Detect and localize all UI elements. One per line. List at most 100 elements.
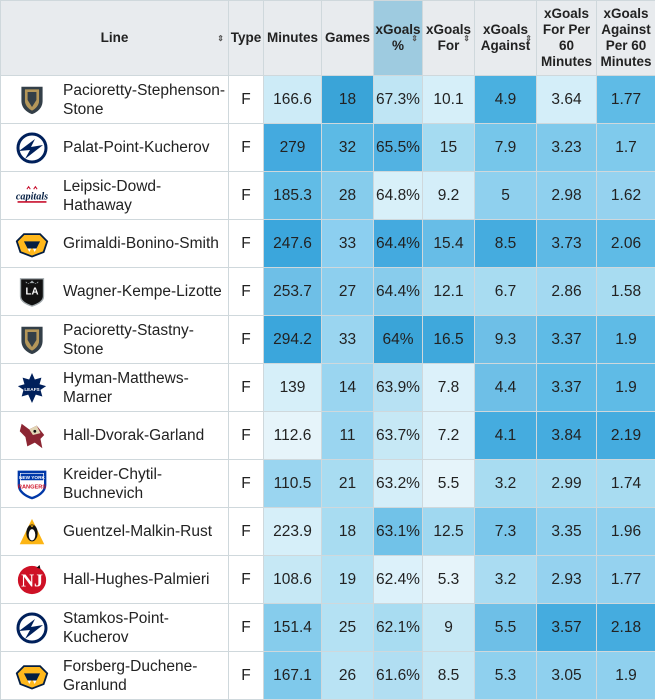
line-name: Hall-Hughes-Palmieri (63, 570, 209, 589)
minutes-cell: 166.6 (264, 76, 322, 124)
header-row: Line⇕ Type Minutes Games xGoals %⇕ xGoal… (1, 1, 655, 76)
games-cell: 28 (322, 172, 374, 220)
xg-pct-cell: 64.4% (374, 268, 423, 316)
col-header-xgoals-against-per60[interactable]: xGoals Against Per 60 Minutes (597, 1, 655, 76)
games-cell: 27 (322, 268, 374, 316)
line-cell: Palat-Point-Kucherov (1, 124, 229, 172)
xg-for60-cell: 2.93 (537, 556, 597, 604)
line-name: Guentzel-Malkin-Rust (63, 522, 212, 541)
xg-for-cell: 9.2 (423, 172, 475, 220)
xg-against-cell: 4.4 (475, 364, 537, 412)
games-cell: 26 (322, 652, 374, 700)
svg-text:LEAFS: LEAFS (24, 386, 39, 391)
xg-pct-cell: 64% (374, 316, 423, 364)
xg-for60-cell: 2.98 (537, 172, 597, 220)
arizona-coyotes-logo (15, 419, 49, 453)
xg-pct-cell: 64.8% (374, 172, 423, 220)
xg-pct-cell: 64.4% (374, 220, 423, 268)
xg-for-cell: 8.5 (423, 652, 475, 700)
minutes-cell: 185.3 (264, 172, 322, 220)
xg-for60-cell: 3.23 (537, 124, 597, 172)
xg-for60-cell: 3.37 (537, 316, 597, 364)
games-cell: 33 (322, 220, 374, 268)
line-cell: Stamkos-Point-Kucherov (1, 604, 229, 652)
xg-pct-cell: 63.1% (374, 508, 423, 556)
line-name: Pacioretty-Stastny-Stone (63, 321, 228, 359)
sort-icon[interactable]: ⇕ (525, 31, 532, 47)
col-header-type[interactable]: Type (229, 1, 264, 76)
col-header-games[interactable]: Games (322, 1, 374, 76)
line-cell: Guentzel-Malkin-Rust (1, 508, 229, 556)
minutes-cell: 167.1 (264, 652, 322, 700)
col-header-xgoals-against[interactable]: xGoals Against⇕ (475, 1, 537, 76)
minutes-cell: 253.7 (264, 268, 322, 316)
line-cell: Hall-Dvorak-Garland (1, 412, 229, 460)
xg-against60-cell: 1.77 (597, 76, 655, 124)
table-row: NEW YORK RANGERS Kreider-Chytil-Buchnevich… (1, 460, 655, 508)
col-header-xgoals-for-per60[interactable]: xGoals For Per 60 Minutes (537, 1, 597, 76)
type-cell: F (229, 412, 264, 460)
xg-against-cell: 5.5 (475, 604, 537, 652)
sort-icon[interactable]: ⇕ (217, 31, 224, 47)
type-cell: F (229, 76, 264, 124)
xg-for-cell: 9 (423, 604, 475, 652)
line-cell: NEW YORK RANGERS Kreider-Chytil-Buchnevich (1, 460, 229, 508)
xg-against60-cell: 1.77 (597, 556, 655, 604)
xg-against60-cell: 1.9 (597, 652, 655, 700)
col-header-xgoals-for[interactable]: xGoals For⇕ (423, 1, 475, 76)
xg-for-cell: 15 (423, 124, 475, 172)
xg-for60-cell: 3.35 (537, 508, 597, 556)
svg-text:NEW YORK: NEW YORK (19, 474, 45, 479)
line-name: Kreider-Chytil-Buchnevich (63, 465, 228, 503)
los-angeles-kings-logo: LA (15, 275, 49, 309)
tampa-bay-lightning-logo (15, 131, 49, 165)
xg-against-cell: 4.1 (475, 412, 537, 460)
xg-for-cell: 12.5 (423, 508, 475, 556)
type-cell: F (229, 364, 264, 412)
xg-for60-cell: 3.73 (537, 220, 597, 268)
xg-against60-cell: 1.9 (597, 364, 655, 412)
minutes-cell: 112.6 (264, 412, 322, 460)
xg-for60-cell: 3.05 (537, 652, 597, 700)
svg-text:RANGERS: RANGERS (18, 484, 46, 490)
nashville-predators-logo (15, 227, 49, 261)
line-cell: Pacioretty-Stastny-Stone (1, 316, 229, 364)
games-cell: 21 (322, 460, 374, 508)
type-cell: F (229, 316, 264, 364)
col-header-minutes[interactable]: Minutes (264, 1, 322, 76)
xg-for-cell: 12.1 (423, 268, 475, 316)
games-cell: 11 (322, 412, 374, 460)
xg-for-cell: 5.5 (423, 460, 475, 508)
xg-for60-cell: 3.37 (537, 364, 597, 412)
line-name: Leipsic-Dowd-Hathaway (63, 177, 228, 215)
line-cell: Grimaldi-Bonino-Smith (1, 220, 229, 268)
games-cell: 25 (322, 604, 374, 652)
line-name: Hyman-Matthews-Marner (63, 369, 228, 407)
games-cell: 19 (322, 556, 374, 604)
xg-against60-cell: 1.58 (597, 268, 655, 316)
xg-against-cell: 5 (475, 172, 537, 220)
minutes-cell: 108.6 (264, 556, 322, 604)
vegas-golden-knights-logo (15, 83, 49, 117)
sort-icon[interactable]: ⇕ (411, 31, 418, 47)
type-cell: F (229, 460, 264, 508)
col-header-line[interactable]: Line⇕ (1, 1, 229, 76)
xg-pct-cell: 63.9% (374, 364, 423, 412)
type-cell: F (229, 508, 264, 556)
line-name: Pacioretty-Stephenson-Stone (63, 81, 228, 119)
line-name: Hall-Dvorak-Garland (63, 426, 204, 445)
games-cell: 14 (322, 364, 374, 412)
sort-icon[interactable]: ⇕ (463, 31, 470, 47)
xg-against-cell: 7.9 (475, 124, 537, 172)
xg-against60-cell: 1.74 (597, 460, 655, 508)
col-header-xgoals-pct[interactable]: xGoals %⇕ (374, 1, 423, 76)
